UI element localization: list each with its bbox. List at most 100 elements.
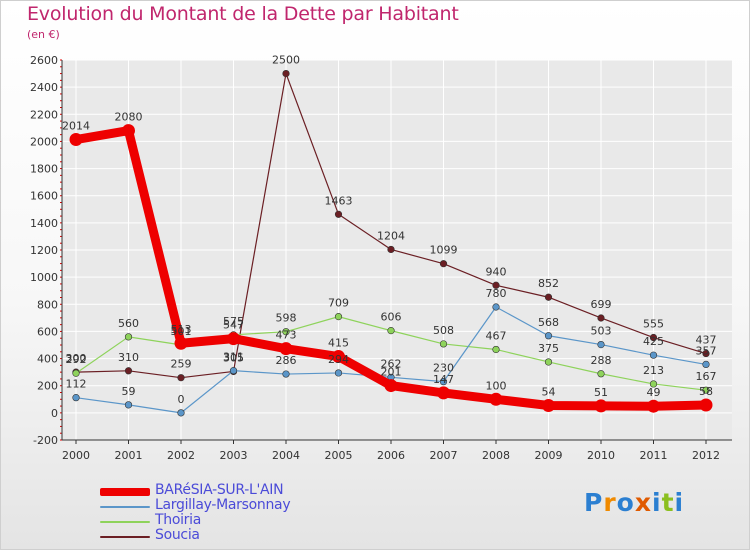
data-label: 560 [118, 317, 139, 330]
data-label: 473 [276, 329, 297, 342]
data-label: 259 [171, 358, 192, 371]
data-label: 2080 [115, 111, 143, 124]
data-point [597, 314, 605, 322]
x-tick-label: 2004 [272, 449, 300, 462]
data-label: 467 [486, 329, 507, 342]
data-label: 59 [122, 385, 136, 398]
y-tick-label: 1200 [30, 244, 58, 257]
data-label: 288 [591, 354, 612, 367]
data-point [282, 328, 290, 336]
data-point [437, 386, 450, 400]
data-label: 100 [486, 379, 507, 392]
series-0 [69, 124, 713, 413]
data-point [282, 370, 290, 378]
data-point [177, 374, 185, 382]
data-point [702, 386, 710, 394]
data-point [544, 358, 553, 366]
data-label: 547 [223, 319, 244, 332]
data-point [72, 369, 80, 377]
x-tick-label: 2011 [640, 449, 668, 462]
data-point [649, 333, 658, 342]
data-label: 0 [178, 393, 185, 406]
y-tick-label: 2200 [30, 108, 58, 121]
data-label: 51 [594, 386, 608, 399]
data-point [384, 379, 398, 393]
logo-letter: o [616, 488, 635, 517]
legend-label-largillay: Largillay-Marsonnay [155, 497, 291, 513]
data-point [649, 380, 658, 388]
data-point [492, 281, 500, 289]
y-tick-label: 0 [51, 407, 58, 420]
data-point [594, 399, 608, 413]
data-point [492, 345, 500, 354]
data-label: 147 [433, 373, 454, 386]
y-tick-label: 2600 [30, 54, 58, 67]
data-label: 54 [542, 386, 556, 399]
data-label: 598 [276, 312, 297, 325]
data-label: 425 [643, 335, 664, 348]
data-point [439, 260, 448, 268]
y-tick-label: 600 [37, 325, 58, 338]
y-axis-tick-labels: -200 0 200 400 600 800 1000 1200 1400 1600 1800 200… [30, 54, 58, 447]
data-point [492, 303, 500, 311]
data-label: 699 [591, 298, 612, 311]
data-label: 262 [381, 357, 402, 370]
logo-letter: i [652, 488, 662, 517]
data-point [124, 367, 133, 375]
data-point [439, 378, 448, 386]
chart-title: Evolution du Montant de la Dette par Hab… [27, 3, 459, 25]
proxiti-logo: Proxiti [584, 488, 684, 517]
data-point [72, 394, 80, 402]
data-point [282, 69, 290, 78]
data-label: 286 [276, 354, 297, 367]
data-label: 112 [66, 378, 87, 391]
data-point [334, 210, 343, 218]
y-tick-label: 1600 [30, 190, 58, 203]
data-label: 2500 [272, 54, 300, 67]
x-tick-label: 2008 [482, 449, 510, 462]
data-label: 49 [647, 386, 661, 399]
data-label: 503 [591, 325, 612, 338]
y-tick-label: 1400 [30, 217, 58, 230]
x-tick-label: 2003 [220, 449, 248, 462]
data-label: 709 [328, 297, 349, 310]
logo-letter: r [603, 488, 617, 517]
legend-label-soucia: Soucia [155, 527, 200, 543]
x-axis-tick-labels: 2000 2001 2002 2003 2004 2005 2006 2007 2008 2009… [62, 449, 720, 462]
data-point [597, 370, 605, 378]
data-label: 508 [433, 324, 454, 337]
data-point [542, 399, 555, 413]
logo-letter: i [674, 488, 685, 517]
data-label: 1099 [430, 244, 458, 257]
data-labels: 300 310 259 305 2500 1463 1204 1099 940 852 699 555… [62, 54, 717, 406]
data-label: 780 [486, 287, 507, 300]
data-label: 575 [223, 315, 244, 328]
data-point [544, 293, 553, 301]
x-tick-label: 2006 [377, 449, 405, 462]
data-point [122, 124, 135, 138]
data-point [124, 401, 133, 409]
data-label: 555 [643, 318, 664, 331]
data-point [702, 349, 710, 358]
series-1 [72, 303, 710, 417]
data-point [69, 133, 83, 147]
data-label: 2014 [62, 120, 90, 133]
x-tick-label: 2007 [430, 449, 458, 462]
data-point [439, 340, 448, 348]
data-point [544, 332, 553, 340]
data-label: 415 [328, 337, 349, 350]
series-lines [69, 69, 713, 417]
data-label: 292 [66, 353, 87, 366]
legend-swatch-baresia [100, 488, 150, 496]
logo-letter: t [661, 488, 675, 517]
data-label: 230 [433, 362, 454, 375]
data-label: 201 [381, 366, 402, 379]
data-label: 58 [699, 385, 713, 398]
logo-letter: P [584, 488, 604, 517]
data-label: 606 [381, 311, 402, 324]
x-tick-label: 2009 [535, 449, 563, 462]
data-point [649, 351, 658, 359]
data-label: 300 [66, 352, 87, 365]
data-point [229, 367, 238, 375]
